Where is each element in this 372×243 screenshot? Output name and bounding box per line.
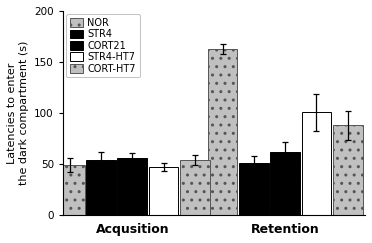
Bar xyxy=(180,160,210,215)
Bar xyxy=(302,112,331,215)
Bar xyxy=(86,160,116,215)
Bar xyxy=(333,125,363,215)
Bar xyxy=(118,158,147,215)
Bar xyxy=(239,163,269,215)
Bar xyxy=(55,165,85,215)
Legend: NOR, STR4, CORT21, STR4-HT7, CORT-HT7: NOR, STR4, CORT21, STR4-HT7, CORT-HT7 xyxy=(66,14,140,78)
Bar xyxy=(270,152,300,215)
Y-axis label: Latencies to enter
the dark compartment (s): Latencies to enter the dark compartment … xyxy=(7,41,29,185)
Bar xyxy=(208,49,237,215)
Bar xyxy=(149,167,179,215)
